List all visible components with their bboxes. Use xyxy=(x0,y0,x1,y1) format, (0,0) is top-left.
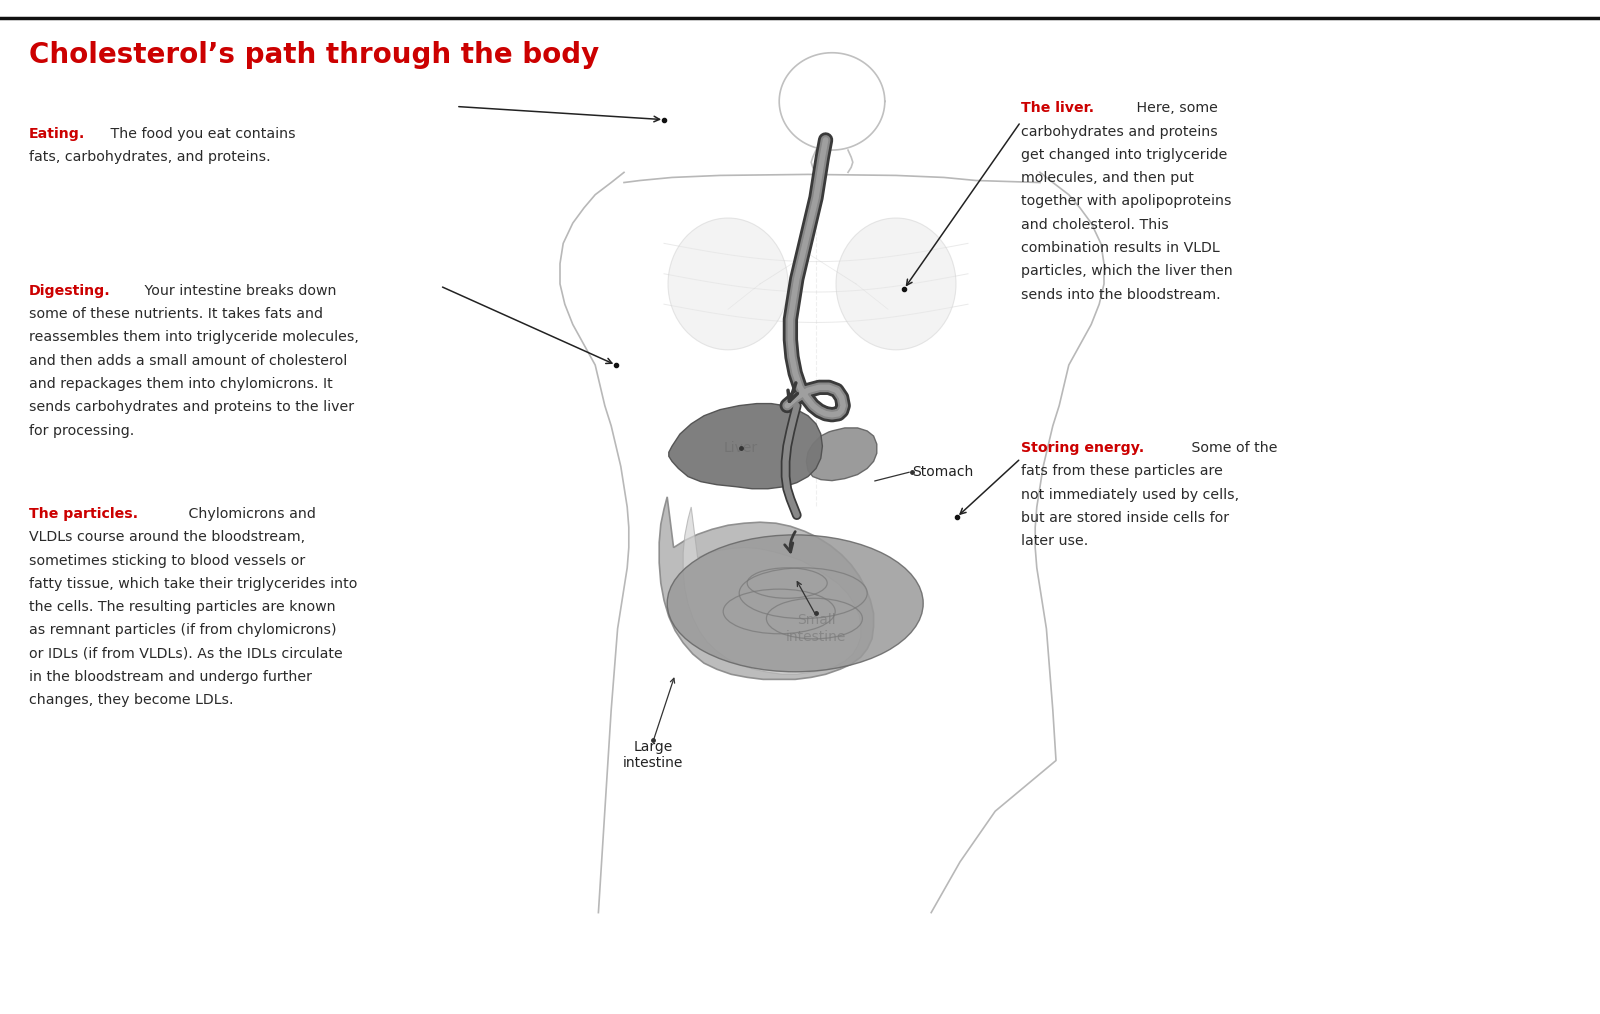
Text: Here, some: Here, some xyxy=(1131,101,1218,116)
Text: Cholesterol’s path through the body: Cholesterol’s path through the body xyxy=(29,41,598,69)
Ellipse shape xyxy=(667,535,923,672)
Text: later use.: later use. xyxy=(1021,534,1088,549)
Text: fats from these particles are: fats from these particles are xyxy=(1021,464,1222,479)
Text: sometimes sticking to blood vessels or: sometimes sticking to blood vessels or xyxy=(29,554,306,568)
Ellipse shape xyxy=(837,218,957,350)
Text: changes, they become LDLs.: changes, they become LDLs. xyxy=(29,694,234,707)
Text: particles, which the liver then: particles, which the liver then xyxy=(1021,265,1232,278)
Text: reassembles them into triglyceride molecules,: reassembles them into triglyceride molec… xyxy=(29,331,358,345)
Text: or IDLs (if from VLDLs). As the IDLs circulate: or IDLs (if from VLDLs). As the IDLs cir… xyxy=(29,647,342,661)
Polygon shape xyxy=(669,404,822,489)
Ellipse shape xyxy=(669,218,787,350)
Text: Eating.: Eating. xyxy=(29,127,85,141)
Text: Small
intestine: Small intestine xyxy=(786,613,846,644)
Text: in the bloodstream and undergo further: in the bloodstream and undergo further xyxy=(29,670,312,683)
Text: Your intestine breaks down: Your intestine breaks down xyxy=(139,284,336,298)
Text: Digesting.: Digesting. xyxy=(29,284,110,298)
Text: fatty tissue, which take their triglycerides into: fatty tissue, which take their triglycer… xyxy=(29,577,357,591)
Text: fats, carbohydrates, and proteins.: fats, carbohydrates, and proteins. xyxy=(29,150,270,164)
Text: The food you eat contains: The food you eat contains xyxy=(107,127,296,141)
Text: not immediately used by cells,: not immediately used by cells, xyxy=(1021,488,1238,502)
Text: and repackages them into chylomicrons. It: and repackages them into chylomicrons. I… xyxy=(29,377,333,391)
Text: together with apolipoproteins: together with apolipoproteins xyxy=(1021,195,1232,209)
Text: the cells. The resulting particles are known: the cells. The resulting particles are k… xyxy=(29,600,336,614)
Text: and then adds a small amount of cholesterol: and then adds a small amount of choleste… xyxy=(29,354,347,368)
Polygon shape xyxy=(683,507,861,674)
Text: molecules, and then put: molecules, and then put xyxy=(1021,171,1194,186)
Text: Liver: Liver xyxy=(723,441,758,455)
Text: and cholesterol. This: and cholesterol. This xyxy=(1021,218,1168,232)
Text: carbohydrates and proteins: carbohydrates and proteins xyxy=(1021,125,1218,139)
Text: The liver.: The liver. xyxy=(1021,101,1094,116)
Text: combination results in VLDL: combination results in VLDL xyxy=(1021,241,1219,256)
Text: Large
intestine: Large intestine xyxy=(622,740,683,771)
Text: but are stored inside cells for: but are stored inside cells for xyxy=(1021,511,1229,525)
Text: some of these nutrients. It takes fats and: some of these nutrients. It takes fats a… xyxy=(29,307,323,321)
Text: sends carbohydrates and proteins to the liver: sends carbohydrates and proteins to the … xyxy=(29,401,354,415)
Text: The particles.: The particles. xyxy=(29,507,138,521)
Text: for processing.: for processing. xyxy=(29,424,134,438)
Text: as remnant particles (if from chylomicrons): as remnant particles (if from chylomicro… xyxy=(29,624,336,638)
Text: sends into the bloodstream.: sends into the bloodstream. xyxy=(1021,288,1221,301)
Text: Stomach: Stomach xyxy=(912,464,973,479)
Text: get changed into triglyceride: get changed into triglyceride xyxy=(1021,148,1227,162)
Polygon shape xyxy=(659,497,874,679)
Polygon shape xyxy=(806,428,877,481)
Text: Chylomicrons and: Chylomicrons and xyxy=(184,507,317,521)
Text: VLDLs course around the bloodstream,: VLDLs course around the bloodstream, xyxy=(29,530,306,545)
Text: Some of the: Some of the xyxy=(1187,441,1278,455)
Text: Storing energy.: Storing energy. xyxy=(1021,441,1144,455)
